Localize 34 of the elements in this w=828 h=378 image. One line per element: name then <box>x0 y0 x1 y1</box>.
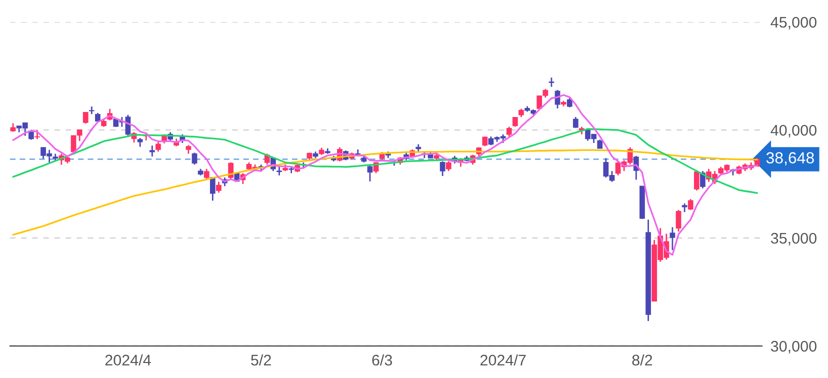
x-tick-label: 6/3 <box>372 354 392 366</box>
x-tick-label: 2024/4 <box>105 354 151 366</box>
x-tick-label: 8/2 <box>632 354 652 366</box>
candlestick <box>548 76 554 88</box>
candlestick <box>192 152 198 166</box>
y-tick-label: 40,000 <box>770 124 816 138</box>
x-tick-label: 2024/7 <box>480 354 526 366</box>
candlestick <box>228 162 234 180</box>
candlestick <box>216 181 222 194</box>
candlestick <box>676 209 682 232</box>
line-series <box>12 149 758 236</box>
y-tick-label: 30,000 <box>770 340 816 354</box>
candlestick <box>512 116 518 128</box>
candlestick <box>88 106 94 115</box>
line-series <box>12 128 758 194</box>
candlestick <box>566 96 572 108</box>
candlestick <box>506 126 512 138</box>
candlestick <box>149 144 155 158</box>
candlestick <box>572 116 578 129</box>
candlestick <box>688 198 694 211</box>
x-tick-label: 5/2 <box>251 354 271 366</box>
candlestick <box>204 168 210 180</box>
candlestick <box>446 160 452 172</box>
ref-line-label: 38,648 <box>766 152 814 166</box>
y-tick-label: 35,000 <box>770 232 816 246</box>
candlestick <box>367 164 373 182</box>
candlestick <box>156 141 161 152</box>
candlestick <box>82 112 88 124</box>
candlestick <box>700 170 706 190</box>
candlestick <box>440 160 446 177</box>
y-tick-label: 45,000 <box>770 16 816 30</box>
candlestick <box>482 136 488 147</box>
candlestick <box>670 226 676 251</box>
candlestick <box>694 170 700 192</box>
